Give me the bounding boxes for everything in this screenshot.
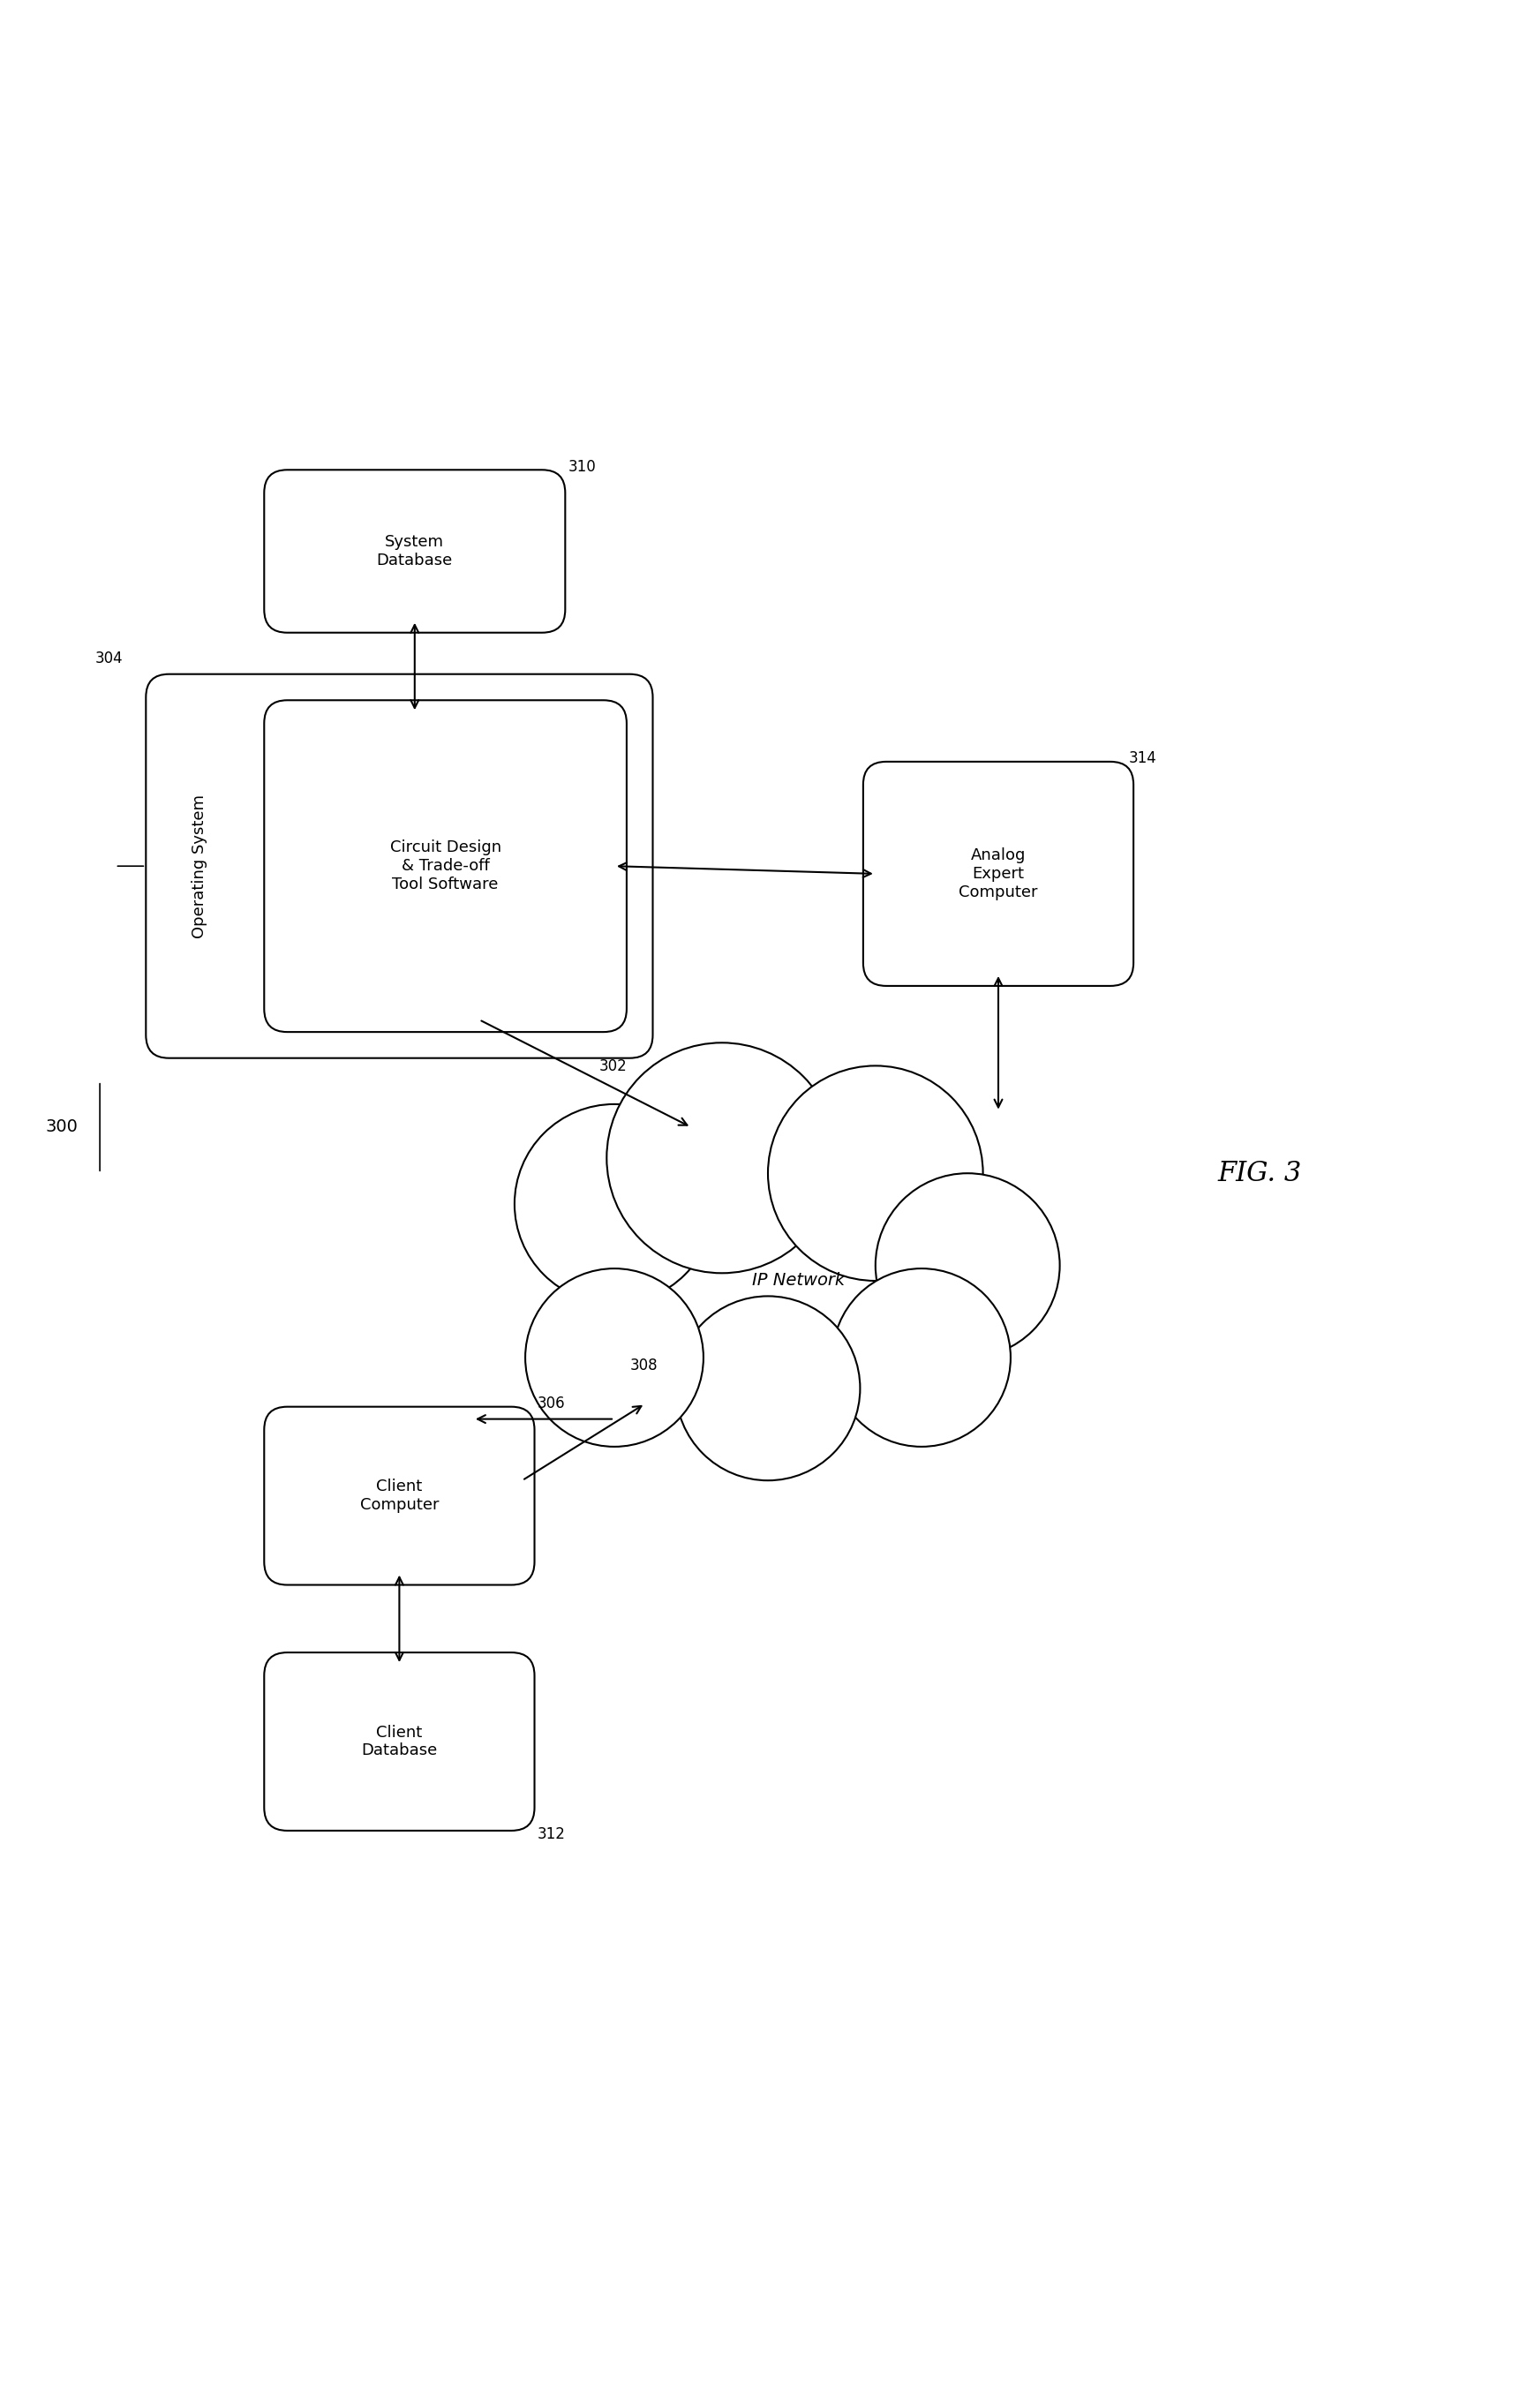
Text: 300: 300 [45,1120,78,1137]
Circle shape [525,1269,703,1447]
Circle shape [514,1105,714,1303]
Text: Circuit Design
& Trade-off
Tool Software: Circuit Design & Trade-off Tool Software [390,840,500,893]
FancyBboxPatch shape [146,674,652,1057]
Text: Analog
Expert
Computer: Analog Expert Computer [958,848,1038,901]
Circle shape [606,1043,837,1274]
FancyBboxPatch shape [264,1652,534,1830]
Text: Client
Database: Client Database [361,1724,437,1758]
Text: 302: 302 [599,1057,626,1074]
Text: System
Database: System Database [376,535,453,568]
Text: 304: 304 [95,650,123,667]
Text: 314: 314 [1128,751,1156,766]
Text: 312: 312 [537,1825,565,1842]
Circle shape [875,1173,1059,1358]
Circle shape [768,1067,982,1281]
Text: 310: 310 [568,458,596,474]
Text: Client
Computer: Client Computer [359,1479,439,1512]
Text: FIG. 3: FIG. 3 [1217,1161,1300,1187]
Circle shape [675,1296,860,1481]
Text: IP Network: IP Network [752,1271,844,1288]
Text: Operating System: Operating System [192,795,207,939]
Circle shape [832,1269,1010,1447]
FancyBboxPatch shape [863,761,1133,985]
FancyBboxPatch shape [264,1406,534,1584]
Text: 306: 306 [537,1397,565,1411]
FancyBboxPatch shape [264,470,565,633]
Text: 308: 308 [629,1358,657,1373]
FancyBboxPatch shape [264,701,626,1033]
